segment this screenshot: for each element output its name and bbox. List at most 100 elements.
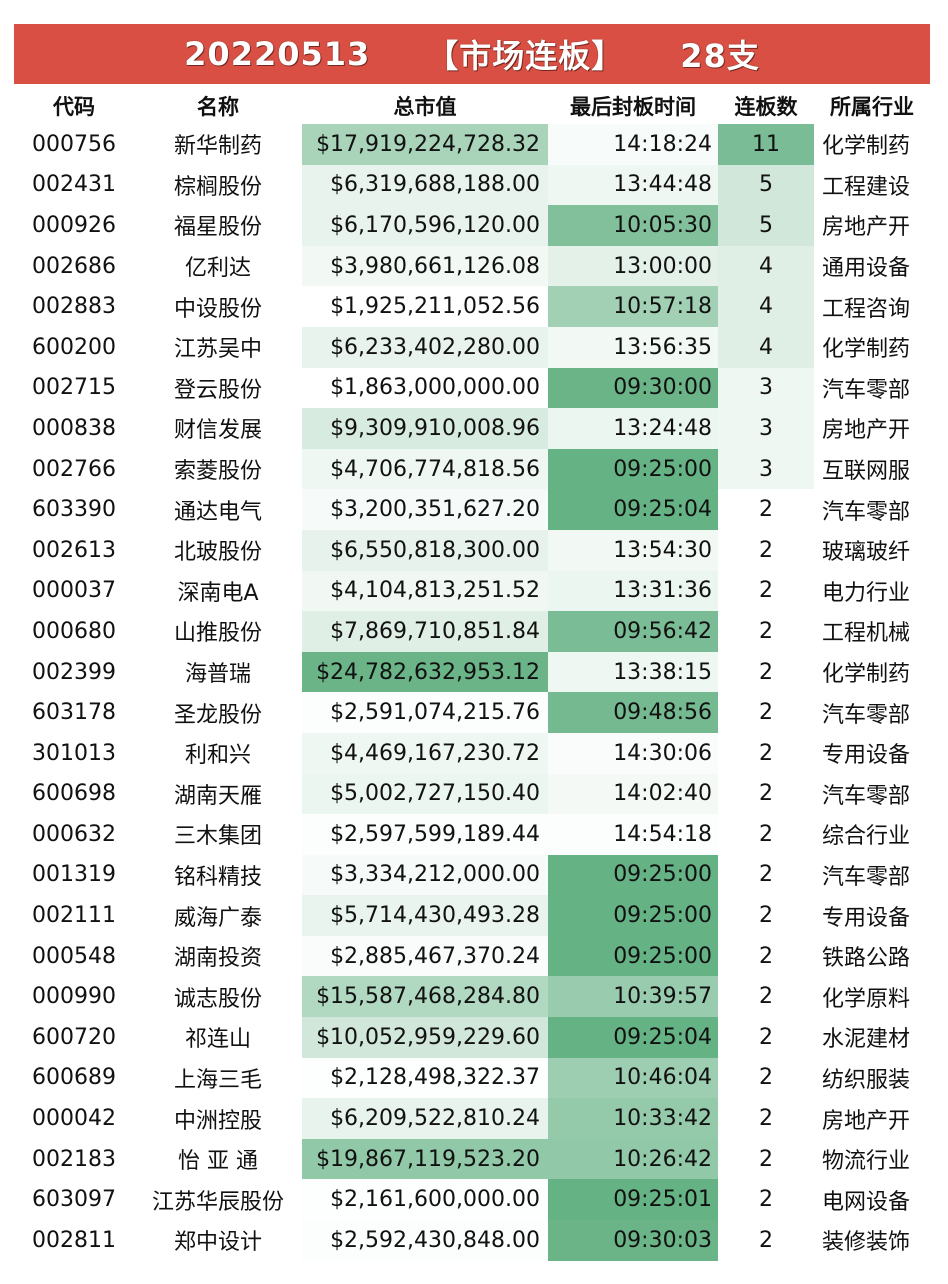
cell-name: 新华制药 — [173, 134, 262, 160]
table-row: 000548 湖南投资 $2,885,467,370.24 09:25:00 2 铁路公路 — [14, 935, 930, 977]
cell-industry: 化学制药 — [822, 134, 911, 160]
cell-board-count: 3 — [718, 367, 814, 409]
table-row: 000632 三木集团 $2,597,599,189.44 14:54:18 2 综合行业 — [14, 814, 930, 855]
cell-market-cap: $2,597,599,189.44 — [302, 814, 548, 855]
cell-market-cap: $6,170,596,120.00 — [302, 205, 548, 246]
cell-market-cap: $9,309,910,008.96 — [302, 408, 548, 449]
table-row: 002111 威海广泰 $5,714,430,493.28 09:25:00 2 专用设备 — [14, 895, 930, 936]
cell-market-cap: $4,706,774,818.56 — [302, 448, 548, 490]
table-row: 603178 圣龙股份 $2,591,074,215.76 09:48:56 2 汽车零部 — [14, 692, 930, 733]
table-row: 301013 利和兴 $4,469,167,230.72 14:30:06 2 专用设备 — [14, 732, 930, 774]
cell-industry: 专用设备 — [822, 905, 911, 931]
cell-last-seal-time: 09:30:00 — [548, 367, 718, 409]
cell-board-count: 2 — [759, 1106, 773, 1132]
table-row: 000990 诚志股份 $15,587,468,284.80 10:39:57 2 化学原… — [14, 976, 930, 1018]
cell-industry: 专用设备 — [822, 743, 911, 769]
header-last-seal-time: 最后封板时间 — [570, 95, 696, 119]
cell-industry: 汽车零部 — [822, 499, 911, 525]
cell-last-seal-time: 13:38:15 — [548, 651, 718, 693]
cell-code: 002111 — [32, 903, 116, 929]
cell-code: 600720 — [32, 1024, 116, 1050]
cell-board-count: 11 — [718, 124, 814, 165]
cell-code: 000926 — [32, 212, 116, 238]
table-row: 600720 祁连山 $10,052,959,229.60 09:25:04 2 水泥建材 — [14, 1017, 930, 1058]
cell-market-cap: $6,550,818,300.00 — [302, 529, 548, 571]
cell-industry: 工程机械 — [822, 621, 911, 647]
cell-name: 福星股份 — [173, 215, 262, 241]
banner-count: 28支 — [680, 37, 760, 75]
cell-code: 301013 — [32, 740, 116, 766]
cell-industry: 房地产开 — [822, 418, 911, 444]
cell-market-cap: $24,782,632,953.12 — [302, 651, 548, 693]
cell-board-count: 3 — [718, 408, 814, 449]
cell-last-seal-time: 10:26:42 — [548, 1138, 718, 1180]
cell-last-seal-time: 13:24:48 — [548, 408, 718, 449]
cell-market-cap: $15,587,468,284.80 — [302, 976, 548, 1018]
cell-name: 铭科精技 — [173, 864, 262, 890]
cell-industry: 房地产开 — [822, 1108, 911, 1134]
header-industry: 所属行业 — [830, 95, 914, 119]
table-row: 600689 上海三毛 $2,128,498,322.37 10:46:04 2 纺织服装 — [14, 1057, 930, 1099]
cell-market-cap: $5,714,430,493.28 — [302, 895, 548, 936]
cell-industry: 综合行业 — [822, 824, 911, 850]
cell-board-count: 2 — [759, 821, 773, 847]
cell-market-cap: $5,002,727,150.40 — [302, 773, 548, 815]
cell-last-seal-time: 09:25:04 — [548, 1017, 718, 1058]
cell-last-seal-time: 09:25:00 — [548, 854, 718, 896]
cell-board-count: 5 — [718, 205, 814, 246]
cell-industry: 汽车零部 — [822, 377, 911, 403]
cell-code: 000756 — [32, 131, 116, 157]
cell-last-seal-time: 10:39:57 — [548, 976, 718, 1018]
cell-last-seal-time: 13:54:30 — [548, 529, 718, 571]
cell-board-count: 2 — [759, 740, 773, 766]
cell-last-seal-time: 09:48:56 — [548, 692, 718, 733]
cell-code: 002183 — [32, 1146, 116, 1172]
cell-name: 通达电气 — [173, 499, 262, 525]
table-row: 600698 湖南天雁 $5,002,727,150.40 14:02:40 2 汽车零部 — [14, 773, 930, 815]
cell-last-seal-time: 10:57:18 — [548, 286, 718, 327]
cell-name: 江苏吴中 — [173, 337, 262, 363]
cell-name: 财信发展 — [173, 418, 262, 444]
cell-market-cap: $2,592,430,848.00 — [302, 1220, 548, 1261]
cell-board-count: 2 — [759, 984, 773, 1010]
cell-name: 三木集团 — [173, 824, 262, 850]
cell-name: 湖南天雁 — [173, 783, 262, 809]
cell-market-cap: $7,869,710,851.84 — [302, 611, 548, 652]
cell-last-seal-time: 13:31:36 — [548, 570, 718, 612]
cell-name: 祁连山 — [184, 1027, 251, 1053]
table-row: 002686 亿利达 $3,980,661,126.08 13:00:00 4 通用设备 — [14, 245, 930, 287]
cell-market-cap: $2,161,600,000.00 — [302, 1179, 548, 1221]
table-header-row: 代码 名称 总市值 最后封板时间 连板数 所属行业 — [14, 88, 930, 124]
cell-last-seal-time: 09:56:42 — [548, 611, 718, 652]
cell-board-count: 5 — [718, 164, 814, 206]
cell-market-cap: $6,319,688,188.00 — [302, 164, 548, 206]
table-row: 002766 索菱股份 $4,706,774,818.56 09:25:00 3 互联网服 — [14, 448, 930, 490]
cell-industry: 物流行业 — [822, 1149, 911, 1175]
cell-name: 亿利达 — [184, 256, 251, 282]
cell-market-cap: $2,885,467,370.24 — [302, 935, 548, 977]
cell-code: 002399 — [32, 659, 116, 685]
cell-code: 603097 — [32, 1187, 116, 1213]
cell-industry: 汽车零部 — [822, 702, 911, 728]
cell-name: 江苏华辰股份 — [151, 1189, 284, 1215]
cell-last-seal-time: 10:05:30 — [548, 205, 718, 246]
header-code: 代码 — [53, 95, 95, 119]
header-market-cap: 总市值 — [393, 95, 457, 119]
cell-market-cap: $1,925,211,052.56 — [302, 286, 548, 327]
cell-code: 002715 — [32, 375, 116, 401]
cell-market-cap: $4,104,813,251.52 — [302, 570, 548, 612]
cell-market-cap: $3,334,212,000.00 — [302, 854, 548, 896]
cell-industry: 工程建设 — [822, 174, 911, 200]
table-row: 002183 怡 亚 通 $19,867,119,523.20 10:26:42 2 物流… — [14, 1138, 930, 1180]
cell-board-count: 2 — [759, 943, 773, 969]
cell-industry: 玻璃玻纤 — [822, 540, 911, 566]
cell-code: 600689 — [32, 1065, 116, 1091]
cell-code: 002431 — [32, 172, 116, 198]
cell-industry: 铁路公路 — [822, 946, 911, 972]
cell-market-cap: $10,052,959,229.60 — [302, 1017, 548, 1058]
cell-board-count: 2 — [759, 537, 773, 563]
cell-market-cap: $1,863,000,000.00 — [302, 367, 548, 409]
cell-name: 海普瑞 — [184, 662, 251, 688]
cell-industry: 化学制药 — [822, 337, 911, 363]
cell-last-seal-time: 09:30:03 — [548, 1220, 718, 1261]
